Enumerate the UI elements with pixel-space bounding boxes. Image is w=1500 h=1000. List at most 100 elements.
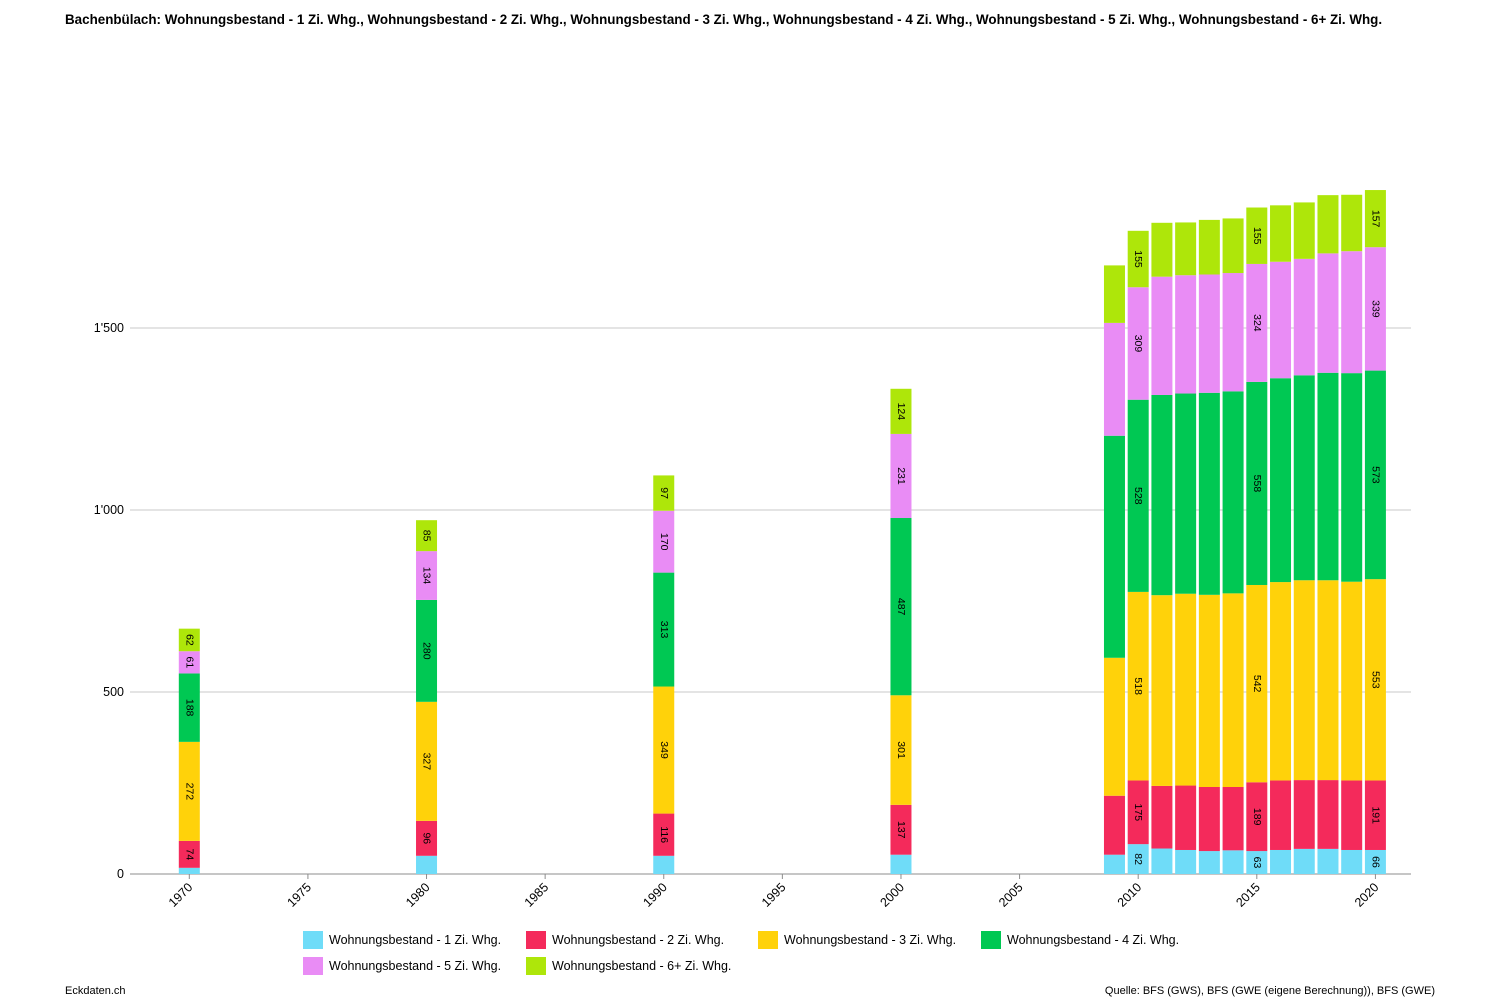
bar-segment: [178, 840, 200, 868]
bar-value-label: 188: [183, 699, 195, 717]
legend-label: Wohnungsbestand - 5 Zi. Whg.: [329, 959, 502, 973]
bar-segment: [416, 551, 438, 600]
bar-segment: [1151, 595, 1173, 786]
footer-site-name: Eckdaten.ch: [65, 985, 126, 997]
legend-label: Wohnungsbestand - 1 Zi. Whg.: [329, 933, 502, 947]
legend-item: Wohnungsbestand - 6+ Zi. Whg.: [526, 957, 758, 975]
bar-segment: [178, 741, 200, 841]
bar-value-label: 175: [1132, 804, 1144, 822]
bar-value-label: 573: [1369, 466, 1381, 484]
bar-segment: [1317, 780, 1339, 849]
y-tick-label: 0: [117, 867, 124, 881]
bar-value-label: 301: [895, 741, 907, 759]
x-tick-label: 2005: [996, 880, 1026, 910]
legend-swatch: [303, 957, 323, 975]
legend-label: Wohnungsbestand - 6+ Zi. Whg.: [552, 959, 732, 973]
bar-segment: [1270, 378, 1292, 583]
bar-segment: [1127, 399, 1149, 592]
bar-segment: [1151, 222, 1173, 277]
legend-item: Wohnungsbestand - 4 Zi. Whg.: [981, 931, 1223, 949]
bar-segment: [1341, 251, 1363, 374]
bar-segment: [1198, 274, 1220, 393]
y-tick-label: 500: [103, 685, 124, 699]
bar-value-label: 327: [421, 753, 433, 771]
bar-segment: [1364, 190, 1386, 248]
bar-value-label: 157: [1369, 210, 1381, 228]
bar-value-label: 170: [658, 533, 670, 551]
bar-segment: [1270, 261, 1292, 379]
bar-segment: [653, 686, 675, 814]
bar-segment: [1222, 787, 1244, 851]
bar-segment: [1127, 287, 1149, 400]
bar-segment: [1317, 848, 1339, 874]
bar-segment: [416, 701, 438, 821]
bar-segment: [1246, 851, 1268, 874]
bar-segment: [1341, 581, 1363, 781]
x-tick-label: 1990: [640, 880, 670, 910]
bar-segment: [178, 651, 200, 674]
bar-value-label: 82: [1132, 853, 1144, 865]
bar-segment: [416, 520, 438, 552]
legend-swatch: [981, 931, 1001, 949]
bar-segment: [1103, 435, 1125, 658]
legend-label: Wohnungsbestand - 3 Zi. Whg.: [784, 933, 957, 947]
legend-label: Wohnungsbestand - 2 Zi. Whg.: [552, 933, 725, 947]
bar-value-label: 97: [658, 487, 670, 499]
bar-segment: [1222, 593, 1244, 788]
bar-segment: [1246, 584, 1268, 783]
bar-segment: [1198, 219, 1220, 275]
x-tick-label: 2000: [878, 880, 908, 910]
bar-segment: [1293, 580, 1315, 781]
bar-segment: [1293, 202, 1315, 259]
legend-label: Wohnungsbestand - 4 Zi. Whg.: [1007, 933, 1180, 947]
bar-segment: [1103, 795, 1125, 855]
bar-value-label: 518: [1132, 677, 1144, 695]
bar-segment: [1317, 372, 1339, 581]
bar-segment: [1103, 657, 1125, 796]
bar-value-label: 62: [183, 634, 195, 646]
bar-segment: [1270, 780, 1292, 850]
bar-segment: [653, 572, 675, 687]
bar-value-label: 313: [658, 621, 670, 639]
bar-segment: [653, 855, 675, 874]
bar-value-label: 96: [421, 832, 433, 844]
bar-value-label: 155: [1132, 250, 1144, 268]
bar-segment: [1127, 844, 1149, 874]
bar-segment: [1103, 322, 1125, 436]
bar-segment: [1198, 851, 1220, 874]
bar-segment: [1317, 253, 1339, 373]
legend-item: Wohnungsbestand - 1 Zi. Whg.: [303, 931, 526, 949]
bar-segment: [1246, 782, 1268, 852]
bar-segment: [653, 813, 675, 856]
bar-segment: [1151, 848, 1173, 874]
bar-segment: [1293, 848, 1315, 874]
bar-value-label: 542: [1251, 675, 1263, 693]
bar-segment: [1364, 370, 1386, 580]
bar-segment: [1198, 594, 1220, 788]
bar-segment: [1175, 222, 1197, 276]
bar-segment: [890, 804, 912, 855]
bar-value-label: 189: [1251, 808, 1263, 826]
bar-value-label: 134: [421, 567, 433, 585]
bar-value-label: 349: [658, 741, 670, 759]
bar-segment: [1364, 247, 1386, 371]
bar-segment: [416, 820, 438, 856]
bar-segment: [1222, 273, 1244, 392]
bar-value-label: 280: [421, 642, 433, 660]
bar-value-label: 155: [1251, 227, 1263, 245]
legend-item: Wohnungsbestand - 2 Zi. Whg.: [526, 931, 758, 949]
bar-segment: [1293, 258, 1315, 376]
bar-segment: [1341, 194, 1363, 252]
bar-segment: [1293, 375, 1315, 581]
bar-segment: [178, 867, 200, 874]
bar-value-label: 116: [658, 826, 670, 843]
x-tick-label: 1995: [759, 880, 789, 910]
bar-value-label: 528: [1132, 487, 1144, 505]
bar-segment: [1270, 205, 1292, 262]
bar-segment: [1151, 394, 1173, 596]
bar-value-label: 339: [1369, 300, 1381, 318]
bar-segment: [1341, 373, 1363, 582]
bar-value-label: 558: [1251, 475, 1263, 493]
bar-segment: [1317, 195, 1339, 254]
